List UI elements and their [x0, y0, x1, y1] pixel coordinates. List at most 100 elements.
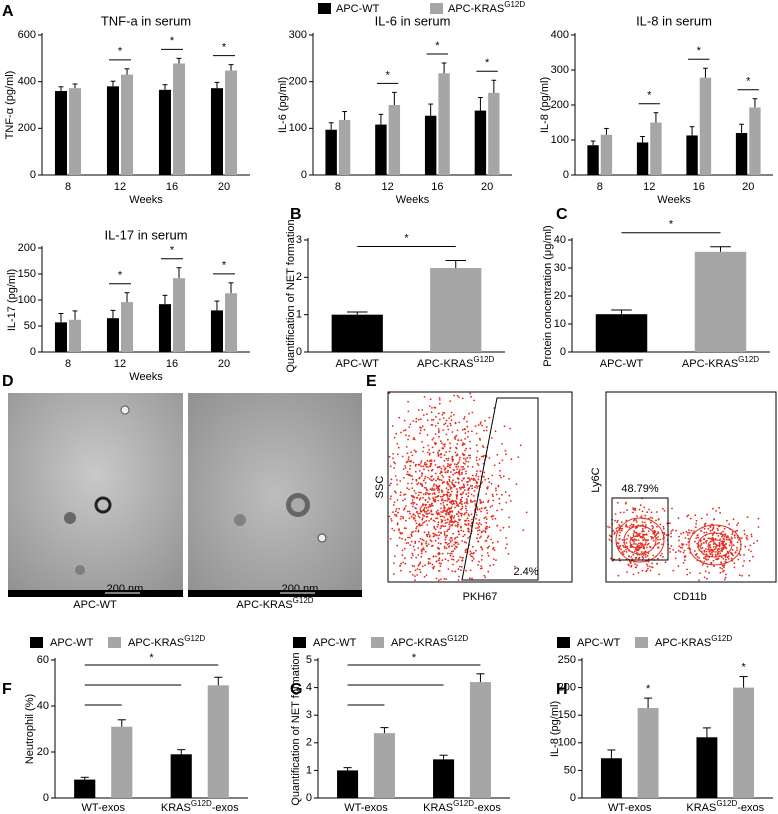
flow-event: [405, 461, 408, 464]
flow-event: [404, 465, 406, 467]
flow-event: [635, 539, 637, 541]
flow-event: [407, 536, 409, 539]
flow-event: [477, 424, 480, 427]
flow-event: [477, 564, 479, 566]
flow-event: [448, 491, 450, 494]
flow-event: [608, 538, 611, 541]
flow-event: [411, 487, 414, 489]
flow-event: [410, 460, 413, 462]
x-tick-label: 12: [114, 358, 126, 370]
flow-event: [457, 579, 460, 581]
bar: [158, 304, 171, 352]
flow-event: [457, 439, 460, 442]
flow-event: [733, 534, 736, 537]
flow-event: [633, 530, 635, 533]
flow-event: [443, 468, 446, 471]
text-part: APC-WT: [50, 637, 94, 649]
flow-event: [436, 526, 439, 528]
legend-swatch: [108, 637, 121, 648]
flow-event: [452, 555, 454, 558]
flow-event: [433, 565, 436, 568]
flow-event: [438, 579, 440, 582]
flow-event: [417, 547, 420, 549]
bar: [210, 310, 223, 352]
flow-event: [641, 521, 644, 523]
flow-event: [470, 524, 472, 527]
flow-event: [686, 573, 689, 576]
flow-event: [712, 541, 715, 543]
flow-event: [722, 570, 724, 573]
flow-event: [456, 394, 459, 397]
flow-event: [731, 533, 734, 536]
flow-event: [458, 473, 461, 476]
flow-event: [438, 513, 441, 516]
significance: *: [412, 652, 417, 664]
flow-event: [616, 521, 618, 523]
flow-event: [470, 395, 472, 398]
flow-event: [648, 508, 650, 511]
flow-event: [439, 527, 442, 530]
flow-event: [689, 517, 692, 520]
flow-event: [473, 495, 475, 497]
flow-event: [642, 533, 644, 536]
flow-event: [413, 502, 416, 504]
flow-event: [420, 555, 423, 558]
flow-event: [452, 459, 455, 461]
flow-event: [730, 536, 733, 539]
flow-event: [437, 542, 440, 544]
flow-event: [659, 523, 662, 526]
flow-event: [450, 411, 453, 414]
x-tick-label: APC-KRASG12D: [417, 355, 494, 370]
bar: [74, 779, 96, 798]
flow-event: [458, 575, 460, 578]
flow-event: [420, 552, 423, 555]
flow-event: [721, 535, 723, 538]
flow-event: [469, 440, 471, 443]
flow-event: [397, 446, 400, 449]
flow-event: [406, 510, 409, 513]
flow-event: [453, 414, 455, 416]
y-tick-label: 0: [560, 346, 566, 358]
flow-event: [628, 527, 631, 529]
flow-event: [713, 518, 716, 520]
flow-event: [634, 566, 637, 569]
flow-event: [711, 551, 713, 554]
flow-event: [420, 542, 423, 545]
flow-event: [482, 475, 485, 478]
flow-event: [477, 527, 479, 529]
flow-event: [403, 477, 405, 479]
gate: [461, 397, 539, 581]
bar: [587, 145, 599, 175]
flow-event: [463, 486, 466, 489]
flow-event: [466, 484, 469, 486]
flow-event: [461, 486, 464, 488]
flow-event: [433, 459, 436, 462]
flow-event: [614, 531, 616, 534]
flow-event: [393, 501, 396, 504]
flow-event: [477, 475, 480, 478]
flow-event: [493, 549, 496, 551]
flow-event: [618, 524, 621, 527]
flow-event: [421, 514, 424, 516]
gate-label: 2.4%: [513, 566, 538, 578]
y-tick-label: 0: [296, 346, 302, 358]
flow-event: [429, 398, 432, 401]
flow-event: [418, 563, 421, 566]
flow-event: [427, 496, 430, 499]
flow-event: [395, 510, 397, 513]
flow-event: [480, 507, 483, 510]
flow-event: [430, 518, 432, 520]
flow-event: [501, 459, 504, 462]
flow-event: [716, 549, 719, 551]
flow-event: [463, 541, 466, 543]
flow-event: [444, 558, 447, 560]
flow-event: [414, 530, 417, 532]
flow-event: [649, 569, 652, 572]
text-part: -exos: [474, 802, 501, 814]
flow-event: [651, 527, 654, 530]
x-tick-label: KRASG12D-exos: [161, 799, 239, 814]
flow-event: [405, 434, 407, 437]
flow-event: [476, 508, 479, 511]
flow-event: [487, 477, 490, 480]
flow-event: [464, 458, 467, 460]
